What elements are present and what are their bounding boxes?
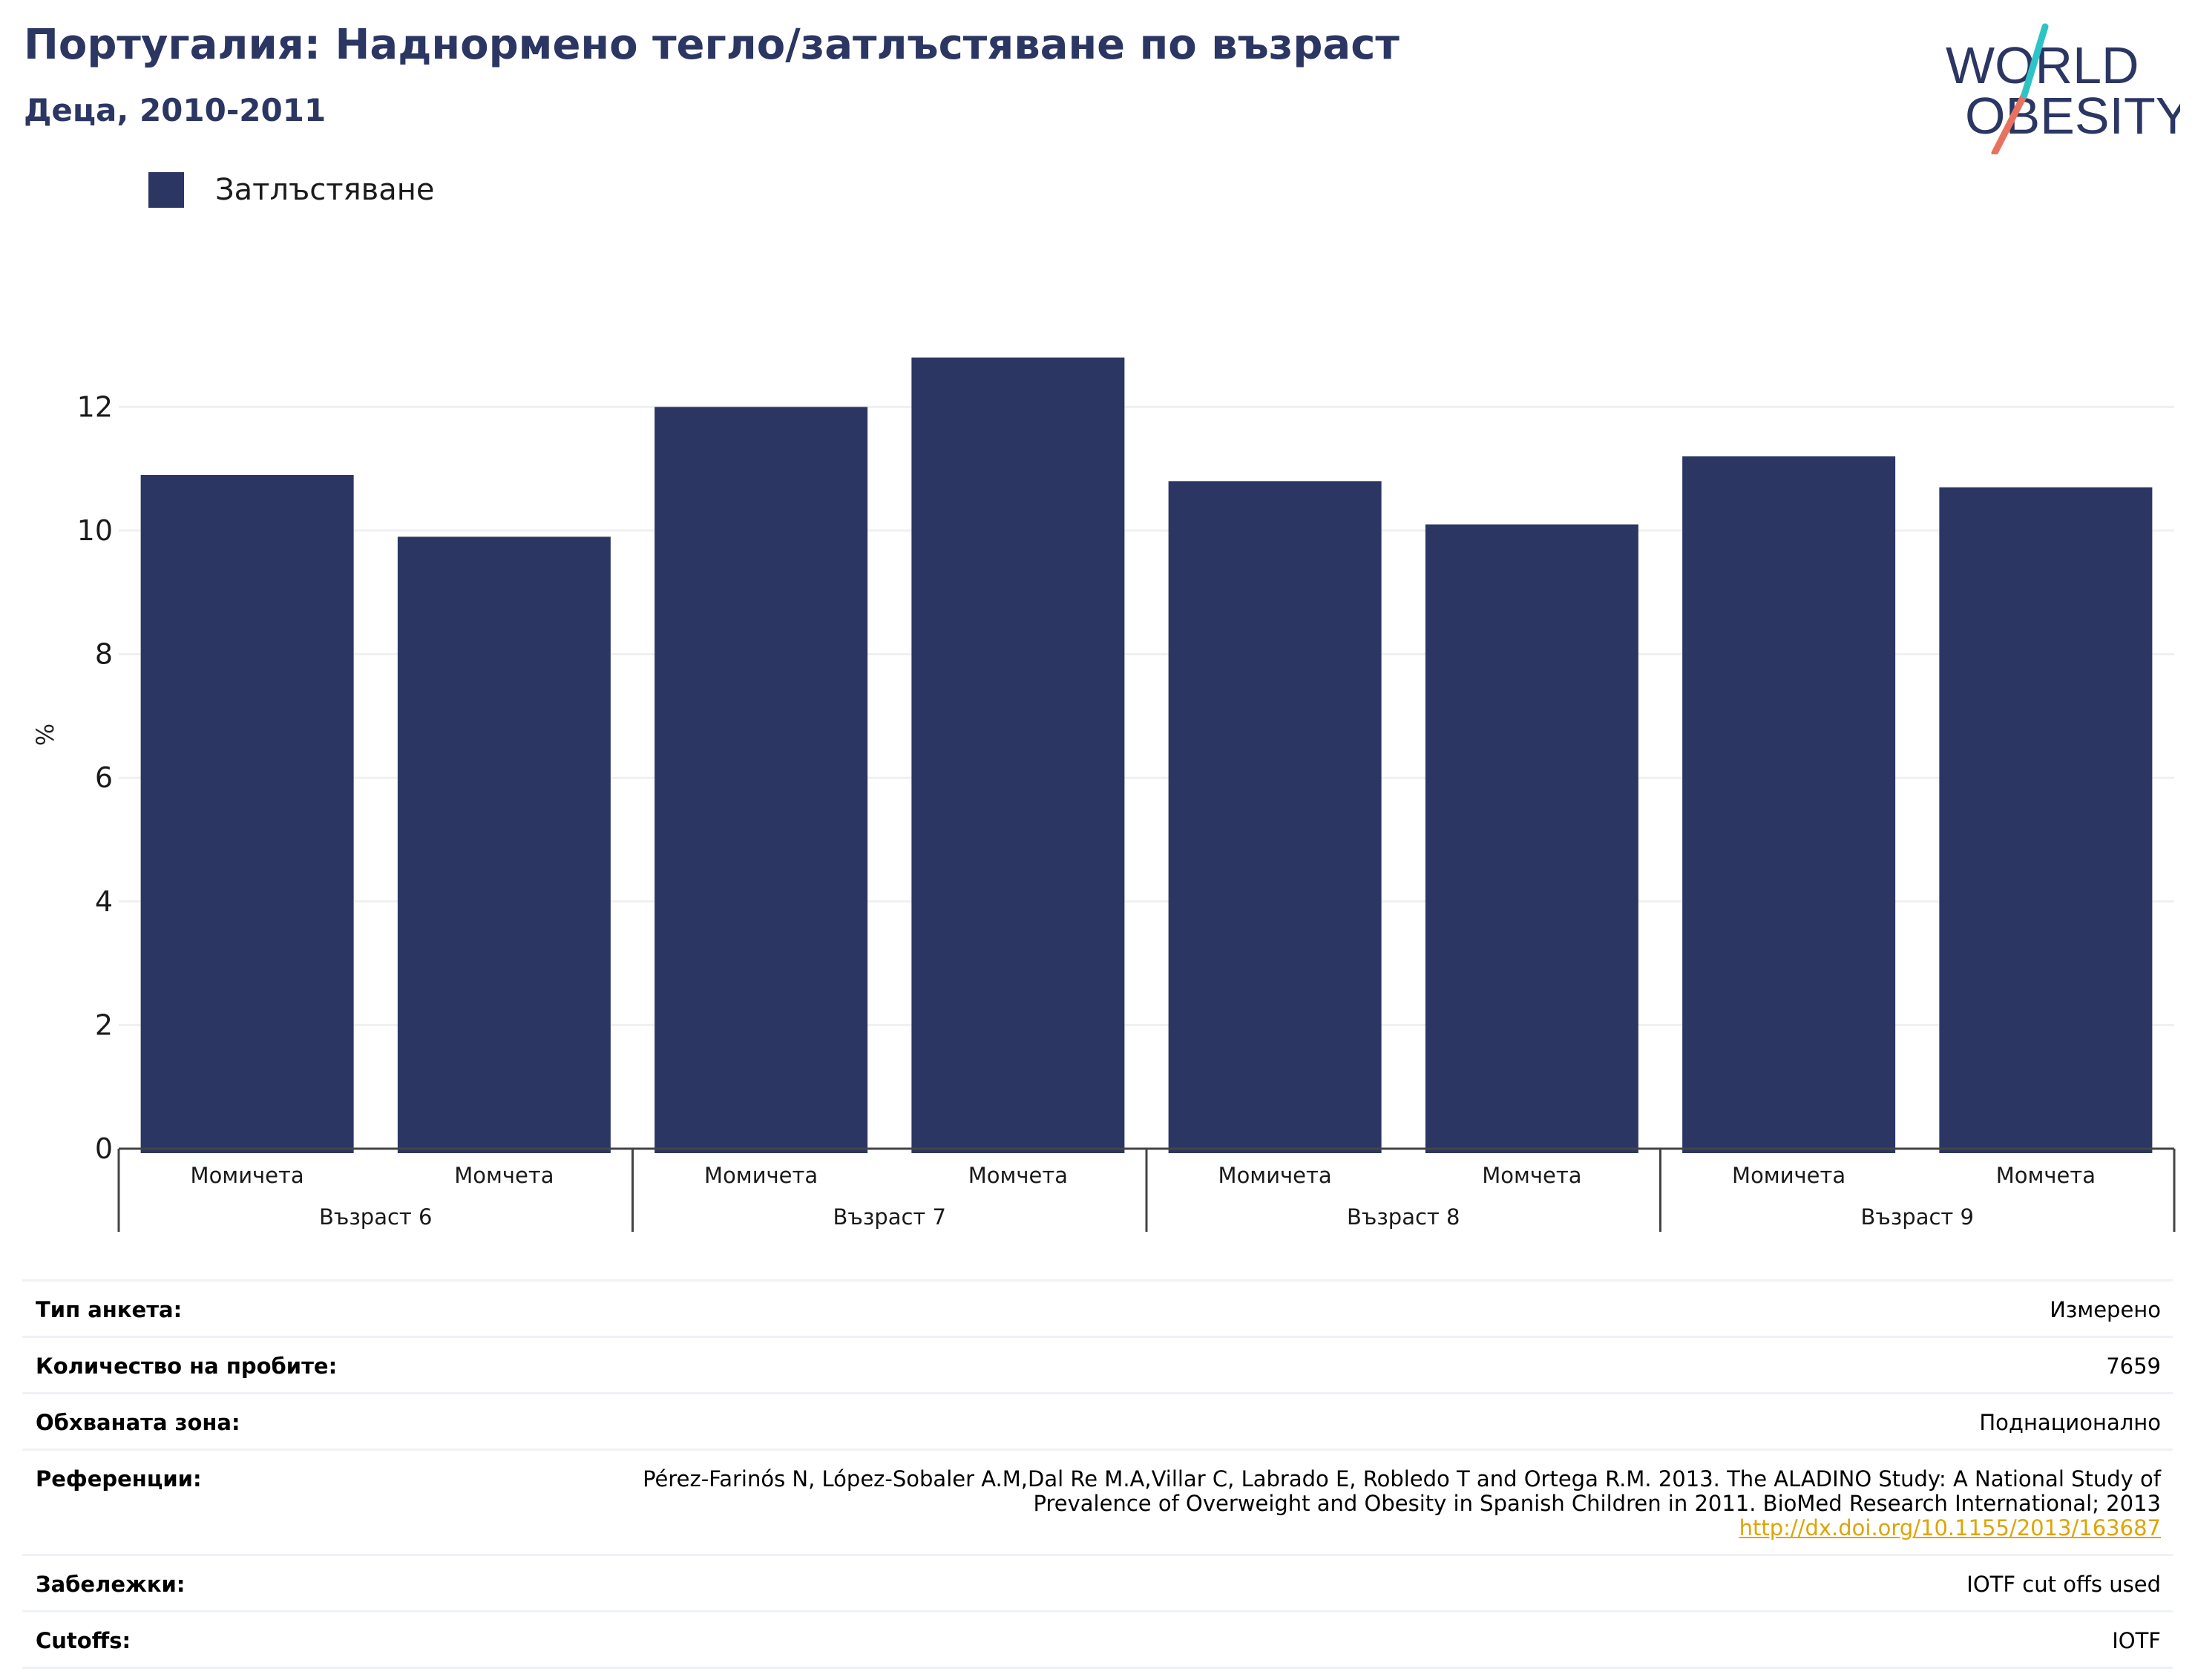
area-label: Обхваната зона: [22,1392,493,1450]
notes-value: IOTF cut offs used [493,1554,2173,1612]
references-label: Референции: [22,1448,493,1555]
info-row-survey-type: Тип анкета: Измерено [22,1279,2173,1337]
x-category-label: Момчета [968,1163,1068,1188]
y-tick-label: 12 [77,390,113,423]
y-tick-label: 4 [95,885,113,918]
chart-subtitle: Деца, 2010-2011 [24,92,327,128]
survey-type-value: Измерено [493,1279,2173,1337]
axes: 0 2 4 6 8 10 12 Момичета Момчета Момичета Момчета М… [77,390,2176,1232]
references-value: Pérez-Farinós N, López-Sobaler A.M,Dal R… [493,1448,2173,1555]
info-row-area: Обхваната зона: Поднационално [22,1392,2173,1450]
info-row-cutoffs: Cutoffs: IOTF [22,1610,2173,1669]
legend-swatch [148,172,184,208]
x-group-label: Възраст 7 [833,1204,947,1230]
y-tick-label: 2 [95,1008,113,1041]
x-category-label: Момичета [1732,1163,1845,1188]
y-tick-label: 0 [95,1132,113,1165]
info-row-references: Референции: Pérez-Farinós N, López-Sobal… [22,1448,2173,1555]
x-category-label: Момчета [1996,1163,2096,1188]
reference-doi-link[interactable]: http://dx.doi.org/10.1155/2013/163687 [1739,1515,2161,1540]
bar[interactable] [911,357,1125,1153]
x-group-label: Възраст 8 [1347,1204,1460,1230]
y-tick-label: 8 [95,638,113,671]
y-tick-label: 6 [95,761,113,794]
info-row-sample-size: Количество на пробите: 7659 [22,1336,2173,1394]
legend-label: Затлъстяване [215,173,435,207]
logo-slash-coral [1991,91,2028,154]
reference-line-1: Pérez-Farinós N, López-Sobaler A.M,Dal R… [643,1466,2161,1492]
x-category-label: Момичета [704,1163,818,1188]
cutoffs-value: IOTF [493,1610,2173,1669]
bars [140,357,2153,1153]
cutoffs-label: Cutoffs: [22,1610,493,1669]
x-group-label: Възраст 6 [319,1204,433,1230]
y-tick-label: 10 [77,514,113,547]
info-row-notes: Забележки: IOTF cut offs used [22,1554,2173,1612]
world-obesity-logo: WORLD OBESITY [1946,23,2180,154]
x-category-label: Момчета [454,1163,554,1188]
x-category-label: Момичета [191,1163,304,1188]
bar[interactable] [140,475,354,1153]
notes-label: Забележки: [22,1554,493,1612]
x-group-label: Възраст 9 [1861,1204,1975,1230]
sample-size-value: 7659 [493,1336,2173,1394]
bar[interactable] [1168,481,1382,1153]
x-category-label: Момичета [1218,1163,1332,1188]
sample-size-label: Количество на пробите: [22,1336,493,1394]
survey-type-label: Тип анкета: [22,1279,493,1337]
bar[interactable] [397,537,611,1153]
area-value: Поднационално [493,1392,2173,1450]
survey-info-table: Тип анкета: Измерено Количество на проби… [22,1279,2173,1669]
bar-chart: 0 2 4 6 8 10 12 Момичета Момчета Момичета Момчета М… [31,357,2176,1232]
bar[interactable] [1682,456,1896,1153]
y-axis-label: % [31,723,59,746]
chart-title: Португалия: Наднормено тегло/затлъстяван… [24,21,1400,69]
bar[interactable] [1939,487,2153,1153]
logo-slash-teal [2021,23,2049,99]
reference-line-2: Prevalence of Overweight and Obesity in … [1033,1491,2161,1516]
x-category-label: Момчета [1482,1163,1581,1188]
chart-legend[interactable]: Затлъстяване [148,172,435,208]
bar[interactable] [654,407,868,1153]
bar[interactable] [1425,524,1638,1153]
